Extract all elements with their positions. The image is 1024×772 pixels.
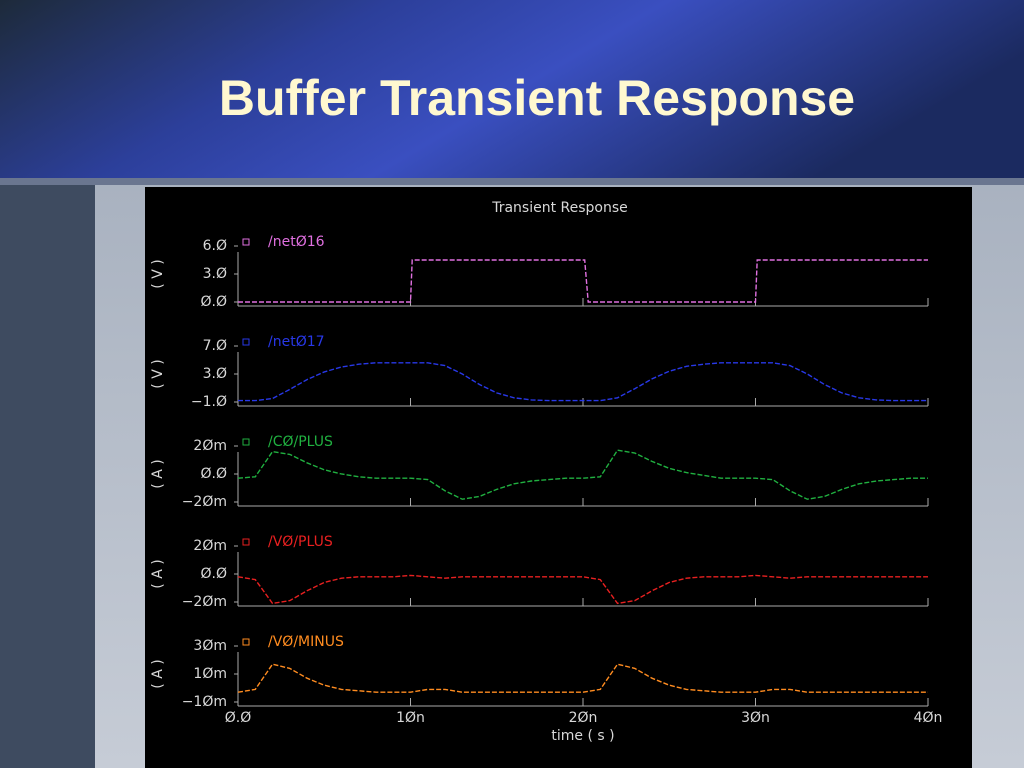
legend-label: /VØ/MINUS <box>268 634 344 650</box>
banner <box>0 0 1024 182</box>
y-tick-label: 2Øm <box>193 538 227 554</box>
series-line <box>237 449 928 500</box>
y-tick-label: 6.Ø <box>203 238 227 254</box>
x-tick-label: 4Øn <box>914 710 943 726</box>
x-tick-label: 1Øn <box>396 710 425 726</box>
y-axis-label: ( V ) <box>150 259 166 288</box>
y-tick-label: −1.Ø <box>191 394 227 410</box>
y-axis-label: ( A ) <box>150 459 166 488</box>
y-tick-label: −1Øm <box>182 694 227 710</box>
banner-edge <box>0 178 1024 185</box>
series-line <box>238 362 928 402</box>
series-line <box>238 259 928 303</box>
x-tick-label: 2Øn <box>569 710 598 726</box>
legend-marker <box>242 638 250 646</box>
y-tick-label: Ø.Ø <box>201 566 228 582</box>
y-tick-label: Ø.Ø <box>201 294 228 310</box>
y-tick-label: 2Øm <box>193 438 227 454</box>
y-tick-label: −2Øm <box>182 594 227 610</box>
legend-label: /VØ/PLUS <box>268 534 333 550</box>
y-tick-label: −2Øm <box>182 494 227 510</box>
x-axis-label: time ( s ) <box>551 728 614 744</box>
legend-marker <box>242 238 250 246</box>
y-axis-label: ( V ) <box>150 359 166 388</box>
plot-window <box>145 187 972 768</box>
y-axis-label: ( A ) <box>150 559 166 588</box>
slide-title: Buffer Transient Response <box>219 70 855 126</box>
legend-label: /CØ/PLUS <box>268 434 333 450</box>
x-tick-label: Ø.Ø <box>225 710 252 726</box>
legend-label: /netØ16 <box>268 234 325 250</box>
series-line <box>237 574 928 605</box>
legend-marker <box>242 438 250 446</box>
y-axis-label: ( A ) <box>150 659 166 688</box>
y-tick-label: 3.Ø <box>203 366 227 382</box>
series-line <box>237 663 928 693</box>
legend-label: /netØ17 <box>268 334 325 350</box>
y-tick-label: Ø.Ø <box>201 466 228 482</box>
x-tick-label: 3Øn <box>741 710 770 726</box>
chart-title: Transient Response <box>491 200 628 216</box>
y-tick-label: 3.Ø <box>203 266 227 282</box>
legend-marker <box>242 338 250 346</box>
y-tick-label: 3Øm <box>193 638 227 654</box>
y-tick-label: 7.Ø <box>203 338 227 354</box>
y-tick-label: 1Øm <box>193 666 227 682</box>
legend-marker <box>242 538 250 546</box>
